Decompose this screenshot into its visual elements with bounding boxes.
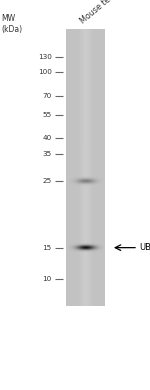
Text: 35: 35 [42,151,52,157]
Text: 15: 15 [42,245,52,251]
Text: MW
(kDa): MW (kDa) [2,14,23,34]
Text: 10: 10 [42,276,52,282]
Text: 100: 100 [38,69,52,75]
Text: 25: 25 [42,178,52,184]
Text: 40: 40 [42,135,52,142]
Text: 70: 70 [42,92,52,99]
Text: 55: 55 [42,112,52,118]
Text: Mouse testis: Mouse testis [78,0,123,25]
Text: UBC9: UBC9 [140,243,150,252]
Text: 130: 130 [38,53,52,60]
